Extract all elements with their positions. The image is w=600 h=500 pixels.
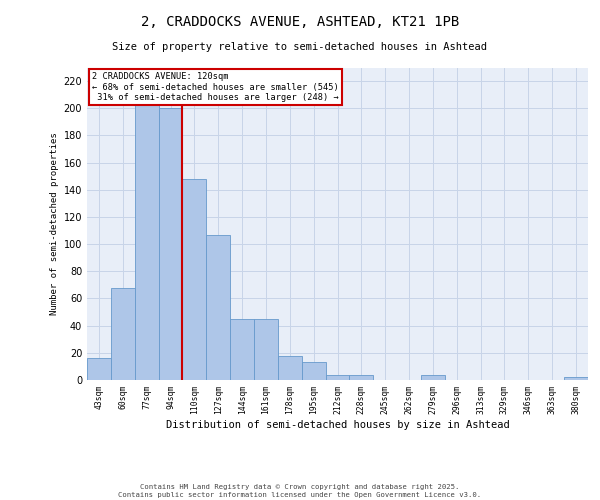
- X-axis label: Distribution of semi-detached houses by size in Ashtead: Distribution of semi-detached houses by …: [166, 420, 509, 430]
- Bar: [158, 108, 182, 380]
- Bar: [302, 362, 326, 380]
- Bar: [206, 234, 230, 380]
- Bar: [326, 374, 349, 380]
- Bar: [254, 319, 278, 380]
- Bar: [182, 179, 206, 380]
- Bar: [135, 94, 158, 380]
- Bar: [349, 374, 373, 380]
- Y-axis label: Number of semi-detached properties: Number of semi-detached properties: [50, 132, 59, 315]
- Text: Contains HM Land Registry data © Crown copyright and database right 2025.
Contai: Contains HM Land Registry data © Crown c…: [118, 484, 482, 498]
- Bar: [421, 374, 445, 380]
- Text: 2, CRADDOCKS AVENUE, ASHTEAD, KT21 1PB: 2, CRADDOCKS AVENUE, ASHTEAD, KT21 1PB: [141, 15, 459, 29]
- Bar: [230, 319, 254, 380]
- Bar: [111, 288, 135, 380]
- Bar: [87, 358, 111, 380]
- Bar: [278, 356, 302, 380]
- Bar: [564, 378, 588, 380]
- Text: Size of property relative to semi-detached houses in Ashtead: Size of property relative to semi-detach…: [113, 42, 487, 52]
- Text: 2 CRADDOCKS AVENUE: 120sqm
← 68% of semi-detached houses are smaller (545)
 31% : 2 CRADDOCKS AVENUE: 120sqm ← 68% of semi…: [92, 72, 339, 102]
